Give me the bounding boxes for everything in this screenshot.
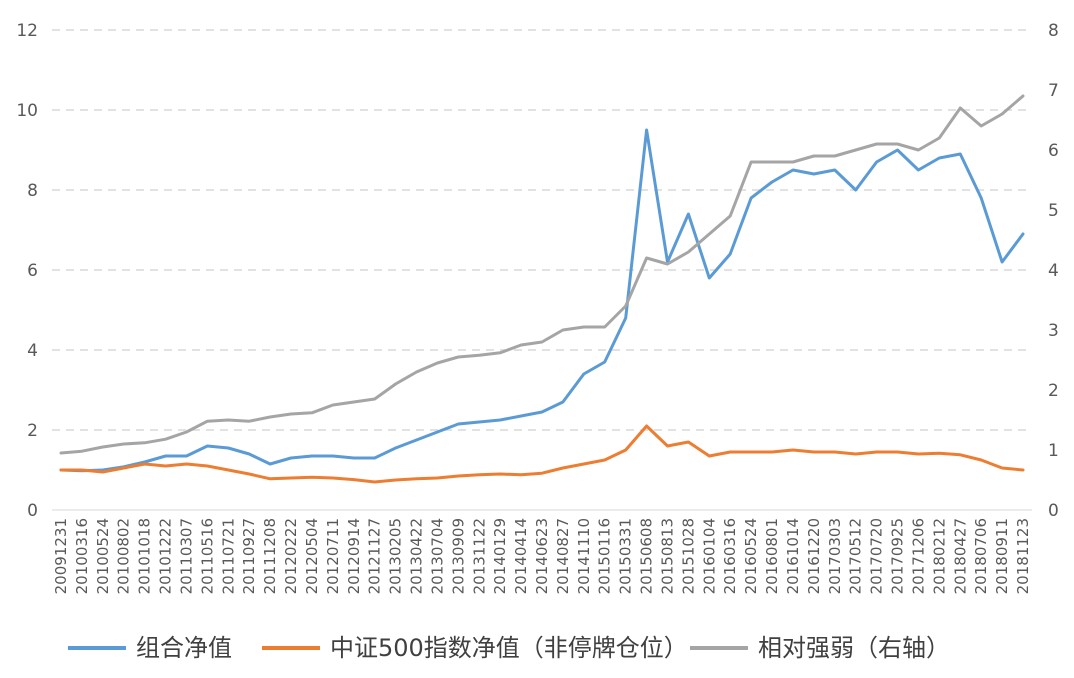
legend-label: 组合净值 (136, 634, 232, 662)
x-tick-label: 20110516 (198, 518, 216, 594)
series-line-3 (59, 94, 1025, 455)
x-tick-label: 20150116 (596, 518, 614, 594)
series-lines (59, 94, 1025, 484)
x-tick-label: 20100802 (115, 518, 133, 594)
left-tick-label: 12 (16, 21, 38, 41)
right-axis-ticks: 0 1 2 3 4 5 6 7 8 (1048, 21, 1059, 521)
left-tick-label: 10 (16, 101, 38, 121)
x-tick-label: 20111208 (261, 518, 279, 594)
right-tick-label: 5 (1048, 201, 1059, 221)
right-tick-label: 7 (1048, 81, 1059, 101)
right-tick-label: 6 (1048, 141, 1059, 161)
right-tick-label: 8 (1048, 21, 1059, 41)
x-tick-label: 20150331 (617, 518, 635, 594)
x-tick-label: 20110307 (177, 518, 195, 594)
left-tick-label: 0 (27, 501, 38, 521)
right-tick-label: 1 (1048, 441, 1059, 461)
x-tick-label: 20161014 (784, 518, 802, 594)
x-tick-label: 20170925 (889, 518, 907, 594)
x-tick-label: 20161220 (805, 518, 823, 594)
series-line-1 (59, 128, 1025, 473)
right-tick-label: 4 (1048, 261, 1059, 281)
x-tick-label: 20100524 (94, 518, 112, 594)
x-tick-label: 20150813 (658, 518, 676, 594)
x-tick-label: 20101018 (136, 518, 154, 594)
left-tick-label: 8 (27, 181, 38, 201)
x-tick-label: 20140827 (554, 518, 572, 594)
left-tick-label: 4 (27, 341, 38, 361)
x-tick-label: 20171206 (909, 518, 927, 594)
x-tick-label: 20121127 (366, 518, 384, 594)
x-tick-label: 20160801 (763, 518, 781, 594)
x-tick-label: 20120504 (303, 518, 321, 594)
x-tick-label: 20160104 (700, 518, 718, 594)
x-tick-label: 20160316 (721, 518, 739, 594)
series-line-2 (59, 424, 1025, 484)
x-tick-label: 20120914 (345, 518, 363, 594)
right-tick-label: 0 (1048, 501, 1059, 521)
x-tick-label: 20131122 (470, 518, 488, 594)
x-tick-label: 20100316 (73, 518, 91, 594)
left-tick-label: 6 (27, 261, 38, 281)
x-tick-label: 20151028 (679, 518, 697, 594)
legend: 组合净值 中证500指数净值（非停牌仓位） 相对强弱（右轴） (68, 634, 950, 662)
left-axis-ticks: 0 2 4 6 8 10 12 (16, 21, 38, 521)
x-tick-label: 20160524 (742, 518, 760, 594)
x-tick-label: 20180911 (993, 518, 1011, 594)
x-tick-label: 20181123 (1014, 518, 1032, 594)
x-axis-ticks: 20091231 20100316 20100524 20100802 20101018… (52, 518, 1032, 594)
x-tick-label: 20180427 (951, 518, 969, 594)
x-tick-label: 20170303 (826, 518, 844, 594)
x-tick-label: 20130422 (408, 518, 426, 594)
x-tick-label: 20150608 (638, 518, 656, 594)
right-tick-label: 3 (1048, 321, 1059, 341)
left-tick-label: 2 (27, 421, 38, 441)
right-tick-label: 2 (1048, 381, 1059, 401)
x-tick-label: 20180706 (972, 518, 990, 594)
legend-label: 中证500指数净值（非停牌仓位） (330, 634, 688, 662)
x-tick-label: 20140623 (533, 518, 551, 594)
x-tick-label: 20101222 (157, 518, 175, 594)
x-tick-label: 20170720 (868, 518, 886, 594)
x-tick-label: 20180212 (930, 518, 948, 594)
x-tick-label: 20110721 (219, 518, 237, 594)
x-tick-label: 20120222 (282, 518, 300, 594)
x-tick-label: 20140129 (491, 518, 509, 594)
x-tick-label: 20140414 (512, 518, 530, 594)
x-tick-label: 20141110 (575, 518, 593, 594)
x-tick-label: 20130205 (387, 518, 405, 594)
x-tick-label: 20120711 (324, 518, 342, 594)
x-tick-label: 20110927 (240, 518, 258, 594)
x-tick-label: 20130704 (428, 518, 446, 594)
x-tick-label: 20130909 (449, 518, 467, 594)
x-tick-label: 20091231 (52, 518, 70, 594)
grid-lines (52, 29, 1032, 431)
x-tick-label: 20170512 (847, 518, 865, 594)
legend-label: 相对强弱（右轴） (758, 634, 950, 662)
